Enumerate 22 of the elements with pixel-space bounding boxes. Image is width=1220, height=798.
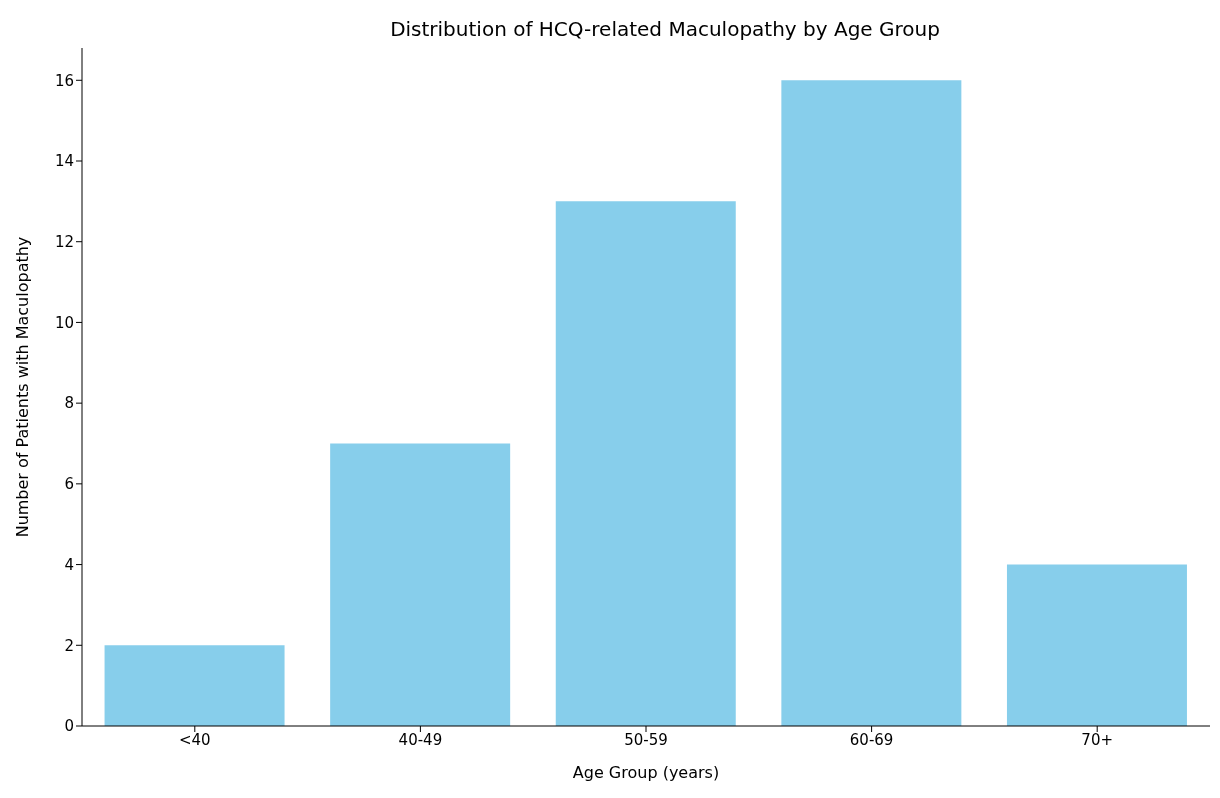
y-axis-title: Number of Patients with Maculopathy bbox=[12, 236, 32, 538]
y-tick-label: 8 bbox=[64, 394, 74, 413]
bar bbox=[1006, 564, 1187, 726]
bar bbox=[781, 80, 962, 726]
x-axis-title: Age Group (years) bbox=[572, 763, 720, 782]
x-tick-label: <40 bbox=[178, 730, 211, 749]
y-tick-label: 16 bbox=[54, 71, 74, 90]
bar bbox=[330, 443, 511, 726]
y-tick-label: 10 bbox=[54, 313, 74, 332]
y-tick-label: 12 bbox=[54, 233, 74, 252]
bar bbox=[555, 201, 736, 726]
x-tick-label: 40-49 bbox=[398, 730, 443, 749]
x-tick-label: 70+ bbox=[1081, 730, 1114, 749]
y-tick-label: 14 bbox=[54, 152, 74, 171]
y-tick-label: 2 bbox=[64, 636, 74, 655]
y-tick-label: 4 bbox=[64, 555, 74, 574]
x-tick-label: 50-59 bbox=[624, 730, 668, 749]
chart-title: Distribution of HCQ-related Maculopathy by Age Group bbox=[390, 17, 940, 41]
bar bbox=[104, 645, 285, 726]
y-tick-label: 0 bbox=[64, 717, 74, 736]
y-tick-label: 6 bbox=[64, 475, 74, 494]
x-tick-label: 60-69 bbox=[849, 730, 894, 749]
